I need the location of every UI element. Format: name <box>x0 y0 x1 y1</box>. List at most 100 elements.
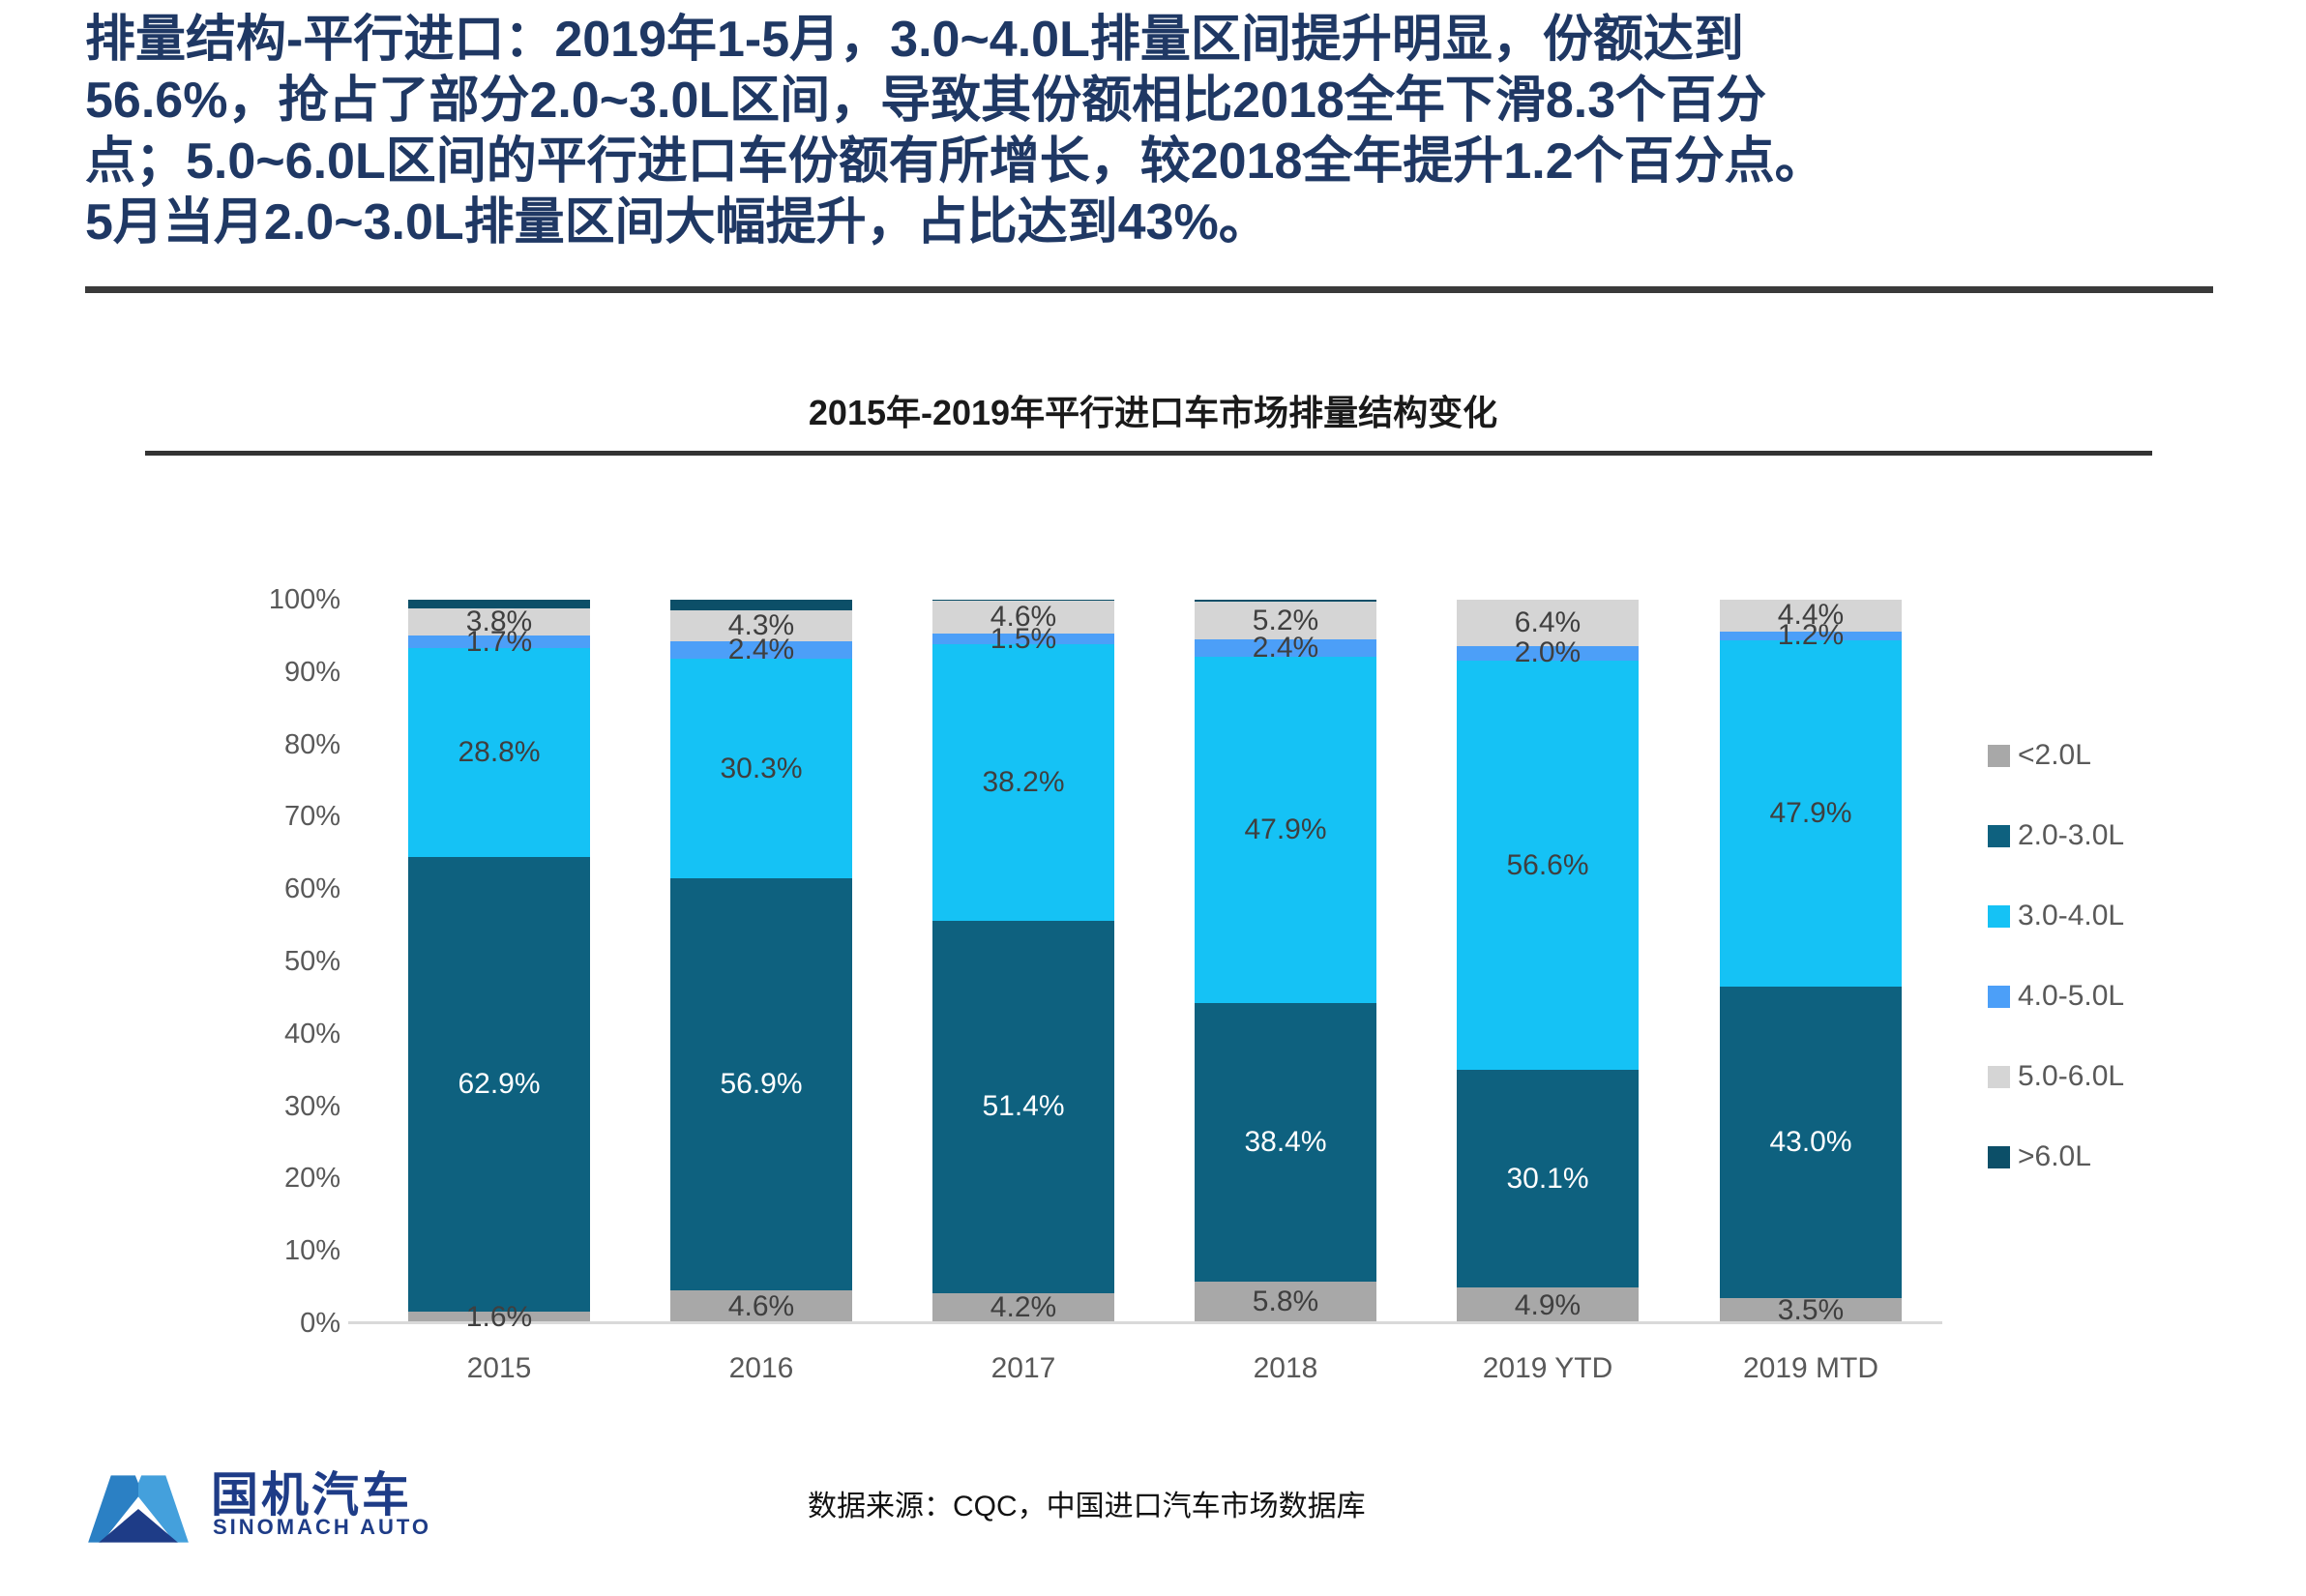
bar-segment[interactable] <box>932 644 1114 922</box>
bar-segment[interactable] <box>670 659 852 878</box>
bar-segment-label: 47.9% <box>1244 813 1327 846</box>
bar-segment-label: 5.2% <box>1252 604 1319 636</box>
bar-segment[interactable] <box>932 921 1114 1293</box>
chart-header-rule <box>145 451 2152 456</box>
bar-segment[interactable] <box>1195 600 1376 603</box>
bar-segment[interactable] <box>670 610 852 642</box>
logo-mountain <box>99 1509 178 1543</box>
x-axis-category-label: 2016 <box>728 1352 794 1384</box>
bar-segment-label: 1.6% <box>465 1301 533 1334</box>
bar-segment[interactable] <box>1720 987 1902 1298</box>
bar-segment[interactable] <box>408 856 590 1313</box>
legend-swatch <box>1988 1146 2010 1168</box>
legend-label: 5.0-6.0L <box>2018 1060 2125 1092</box>
headline: 排量结构-平行进口：2019年1-5月，3.0~4.0L排量区间提升明显，份额达… <box>85 10 2262 253</box>
legend-swatch <box>1988 1066 2010 1088</box>
bar-segment[interactable] <box>408 1312 590 1323</box>
x-axis-category-label: 2017 <box>990 1352 1056 1384</box>
y-axis-tick-label: 50% <box>283 946 340 977</box>
bar-segment[interactable] <box>932 1292 1114 1323</box>
legend-label: <2.0L <box>2018 739 2091 771</box>
bar-segment-label: 4.3% <box>727 609 795 642</box>
y-axis-tick-label: 10% <box>283 1235 340 1267</box>
bar-segment[interactable] <box>1195 602 1376 640</box>
logo-left-wing <box>88 1475 138 1543</box>
logo-right-wing <box>138 1475 189 1543</box>
bar-segment[interactable] <box>670 600 852 611</box>
y-axis-tick-label: 0% <box>300 1308 340 1339</box>
y-axis-tick-label: 30% <box>283 1090 340 1122</box>
bar-segment-label: 2.4% <box>727 634 795 666</box>
bar-segment[interactable] <box>670 1289 852 1323</box>
legend-label: 3.0-4.0L <box>2018 900 2125 931</box>
bar-segment-label: 47.9% <box>1769 797 1852 830</box>
bar-segment[interactable] <box>1195 639 1376 658</box>
bar-segment-label: 5.8% <box>1252 1286 1319 1318</box>
legend-swatch <box>1988 825 2010 847</box>
bar-segment-label: 38.4% <box>1244 1126 1327 1158</box>
y-axis-tick-label: 100% <box>268 584 340 615</box>
bar-segment[interactable] <box>1720 639 1902 988</box>
headline-line-3: 点；5.0~6.0L区间的平行进口车份额有所增长，较2018全年提升1.2个百分… <box>85 133 1825 190</box>
legend-label: 2.0-3.0L <box>2018 819 2125 851</box>
bar-segment-label: 56.9% <box>720 1067 803 1100</box>
y-axis-tick-label: 60% <box>283 873 340 905</box>
x-axis-category-label: 2019 MTD <box>1742 1352 1879 1384</box>
y-axis-tick-label: 70% <box>283 801 340 833</box>
legend-swatch <box>1988 905 2010 928</box>
source-note: 数据来源：CQC，中国进口汽车市场数据库 <box>808 1491 1366 1522</box>
bar-segment-label: 6.4% <box>1514 606 1582 638</box>
bar-segment[interactable] <box>1720 600 1902 632</box>
bar-segment[interactable] <box>408 635 590 649</box>
bar-segment[interactable] <box>670 641 852 660</box>
bar-segment[interactable] <box>1720 1297 1902 1323</box>
bar-segment[interactable] <box>670 877 852 1290</box>
bar-segment[interactable] <box>932 634 1114 645</box>
bar-segment[interactable] <box>1457 1070 1639 1288</box>
chart-title: 2015年-2019年平行进口车市场排量结构变化 <box>808 393 1498 432</box>
bar-segment-label: 4.6% <box>990 600 1057 633</box>
bar-segment-label: 38.2% <box>982 766 1065 799</box>
bar-segment[interactable] <box>408 607 590 636</box>
bar-segment-label: 3.5% <box>1777 1293 1845 1326</box>
sinomach-logo-icon <box>88 1475 189 1543</box>
legend-swatch <box>1988 745 2010 767</box>
logo-name-en: SINOMACH AUTO <box>213 1515 431 1539</box>
bar-segment[interactable] <box>1195 1003 1376 1282</box>
bar-segment[interactable] <box>408 600 590 608</box>
bar-segment-label: 30.1% <box>1506 1162 1589 1195</box>
bar-segment[interactable] <box>1720 631 1902 640</box>
bar-segment[interactable] <box>932 600 1114 635</box>
bar-segment[interactable] <box>1457 645 1639 661</box>
bar-segment-label: 62.9% <box>458 1067 541 1100</box>
bar-segment-label: 4.6% <box>727 1289 795 1322</box>
bar-segment[interactable] <box>1457 600 1639 646</box>
bar-segment-label: 3.8% <box>465 606 533 638</box>
bar-segment[interactable] <box>1195 657 1376 1004</box>
bar-segment-label: 30.3% <box>720 752 803 784</box>
headline-line-4: 5月当月2.0~3.0L排量区间大幅提升，占比达到43%。 <box>85 194 1269 251</box>
bar-segment-label: 4.9% <box>1514 1288 1582 1321</box>
y-axis-tick-label: 80% <box>283 728 340 760</box>
y-axis-tick-label: 40% <box>283 1018 340 1049</box>
bar-segment-label: 4.2% <box>990 1291 1057 1324</box>
bar-segment[interactable] <box>1457 1287 1639 1323</box>
bar-segment[interactable] <box>1195 1281 1376 1323</box>
bar-segment-label: 28.8% <box>458 735 541 768</box>
y-axis-tick-label: 90% <box>283 656 340 688</box>
legend-label: 4.0-5.0L <box>2018 980 2125 1012</box>
x-axis-category-label: 2018 <box>1253 1352 1318 1384</box>
bar-segment[interactable] <box>1457 660 1639 1071</box>
bar-segment-label: 2.4% <box>1252 632 1319 665</box>
x-axis-category-label: 2019 YTD <box>1482 1352 1613 1384</box>
legend-swatch <box>1988 986 2010 1008</box>
bar-segment[interactable] <box>408 648 590 857</box>
legend-label: >6.0L <box>2018 1140 2091 1172</box>
y-axis-tick-label: 20% <box>283 1163 340 1195</box>
bar-segment-label: 4.4% <box>1777 599 1845 632</box>
bar-segment[interactable] <box>932 600 1114 601</box>
headline-underline-rule <box>85 286 2213 293</box>
x-axis-line <box>348 1321 1942 1324</box>
